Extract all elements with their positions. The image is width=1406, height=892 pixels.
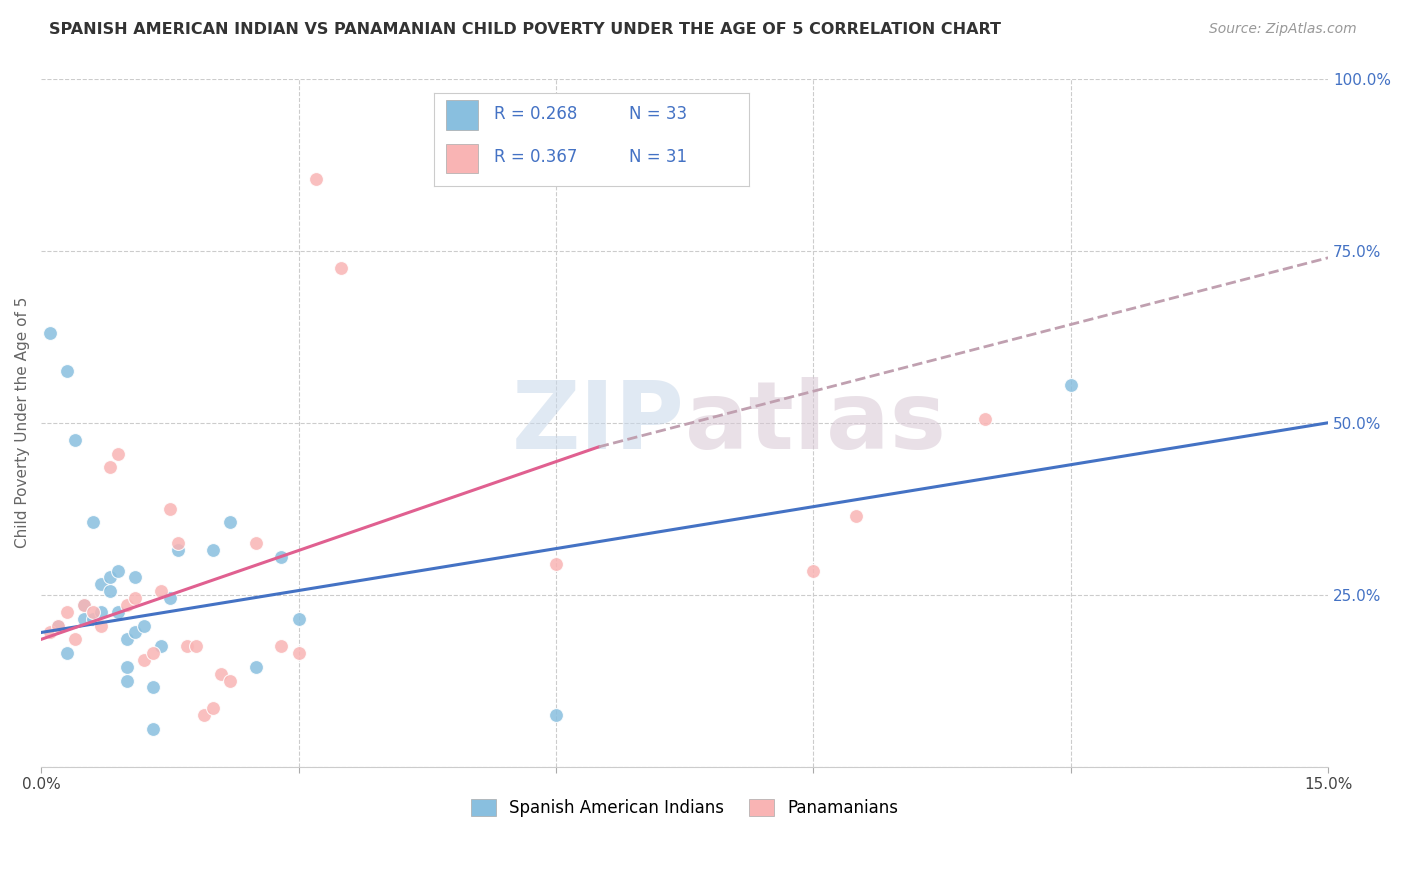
Point xyxy=(98,570,121,584)
Point xyxy=(544,708,567,723)
Point xyxy=(46,618,69,632)
Point xyxy=(56,646,79,660)
Point xyxy=(82,605,104,619)
Point xyxy=(245,660,267,674)
Point xyxy=(98,584,121,599)
Point xyxy=(270,549,292,564)
Point xyxy=(305,171,328,186)
Point xyxy=(65,632,87,647)
Point xyxy=(115,632,138,647)
Point xyxy=(159,591,181,606)
Point xyxy=(218,516,240,530)
Point xyxy=(38,326,60,341)
Point xyxy=(330,261,353,276)
Point xyxy=(124,570,146,584)
Point xyxy=(73,598,96,612)
Point xyxy=(193,708,215,723)
Point xyxy=(124,591,146,606)
Point xyxy=(98,460,121,475)
Point xyxy=(82,612,104,626)
Point xyxy=(73,612,96,626)
Text: atlas: atlas xyxy=(685,376,946,469)
Point xyxy=(56,605,79,619)
Legend: Spanish American Indians, Panamanians: Spanish American Indians, Panamanians xyxy=(464,792,905,823)
Point xyxy=(115,660,138,674)
Point xyxy=(974,412,997,426)
Point xyxy=(82,516,104,530)
Point xyxy=(150,584,173,599)
Point xyxy=(46,618,69,632)
Point xyxy=(209,666,232,681)
Point xyxy=(159,501,181,516)
Point xyxy=(90,605,112,619)
Point xyxy=(184,639,207,653)
Point xyxy=(1060,378,1083,392)
Point xyxy=(107,605,129,619)
Point xyxy=(167,543,190,558)
Point xyxy=(201,701,224,715)
Point xyxy=(107,447,129,461)
Point xyxy=(142,681,165,695)
Text: Source: ZipAtlas.com: Source: ZipAtlas.com xyxy=(1209,22,1357,37)
Y-axis label: Child Poverty Under the Age of 5: Child Poverty Under the Age of 5 xyxy=(15,297,30,549)
Point xyxy=(287,612,309,626)
Point xyxy=(124,625,146,640)
Point xyxy=(65,433,87,447)
Point xyxy=(218,673,240,688)
Point xyxy=(845,508,868,523)
Point xyxy=(132,653,155,667)
Point xyxy=(107,564,129,578)
Point xyxy=(132,618,155,632)
Point xyxy=(73,598,96,612)
Point xyxy=(90,618,112,632)
Point xyxy=(270,639,292,653)
Point xyxy=(544,557,567,571)
Point xyxy=(287,646,309,660)
Point xyxy=(176,639,198,653)
Point xyxy=(56,364,79,378)
Point xyxy=(142,722,165,736)
Point xyxy=(38,625,60,640)
Point xyxy=(115,673,138,688)
Text: ZIP: ZIP xyxy=(512,376,685,469)
Point xyxy=(201,543,224,558)
Point xyxy=(167,536,190,550)
Point xyxy=(245,536,267,550)
Point xyxy=(115,598,138,612)
Point xyxy=(142,646,165,660)
Point xyxy=(801,564,824,578)
Text: SPANISH AMERICAN INDIAN VS PANAMANIAN CHILD POVERTY UNDER THE AGE OF 5 CORRELATI: SPANISH AMERICAN INDIAN VS PANAMANIAN CH… xyxy=(49,22,1001,37)
Point xyxy=(90,577,112,591)
Point xyxy=(150,639,173,653)
